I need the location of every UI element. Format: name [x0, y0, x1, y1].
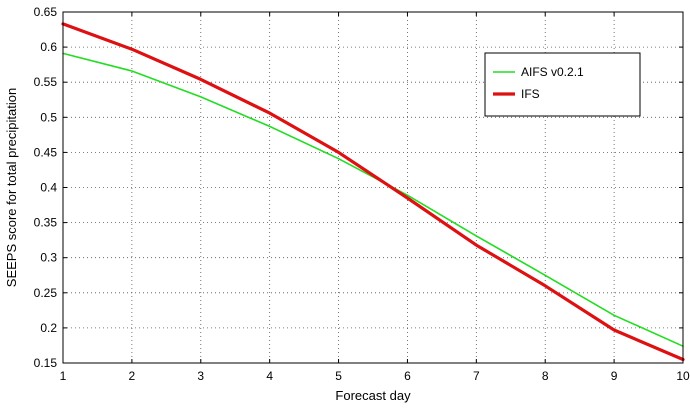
x-tick-label: 1 — [60, 369, 67, 383]
y-tick-label: 0.45 — [34, 145, 58, 159]
y-tick-label: 0.2 — [40, 321, 57, 335]
y-tick-label: 0.55 — [34, 75, 58, 89]
y-tick-labels: 0.15 0.2 0.25 0.3 0.35 0.4 0.45 0.5 0.55 0.6 0.65 — [34, 5, 58, 370]
x-tick-label: 7 — [473, 369, 480, 383]
x-tick-labels: 1 2 3 4 5 6 7 8 9 10 — [60, 369, 690, 383]
x-tick-label: 10 — [676, 369, 690, 383]
y-tick-label: 0.6 — [40, 40, 57, 54]
x-tick-label: 6 — [404, 369, 411, 383]
y-tick-label: 0.65 — [34, 5, 58, 19]
x-tick-label: 5 — [335, 369, 342, 383]
y-tick-label: 0.4 — [40, 181, 57, 195]
y-tick-label: 0.25 — [34, 286, 58, 300]
x-tick-label: 8 — [542, 369, 549, 383]
x-tick-label: 4 — [266, 369, 273, 383]
legend-label: IFS — [521, 87, 540, 101]
legend-box — [484, 52, 641, 117]
x-tick-label: 2 — [129, 369, 136, 383]
series-lines — [61, 22, 685, 362]
legend-label: AIFS v0.2.1 — [521, 65, 584, 79]
y-tick-label: 0.3 — [40, 251, 57, 265]
y-tick-label: 0.15 — [34, 356, 58, 370]
legend: AIFS v0.2.1 IFS — [484, 52, 641, 117]
y-axis-title: SEEPS score for total precipitation — [4, 88, 19, 287]
y-tick-label: 0.35 — [34, 216, 58, 230]
x-tick-label: 9 — [611, 369, 618, 383]
tick-marks — [62, 11, 684, 364]
x-axis-title: Forecast day — [335, 388, 411, 403]
series-line-ifs — [61, 22, 685, 362]
y-tick-label: 0.5 — [40, 110, 57, 124]
x-tick-label: 3 — [197, 369, 204, 383]
